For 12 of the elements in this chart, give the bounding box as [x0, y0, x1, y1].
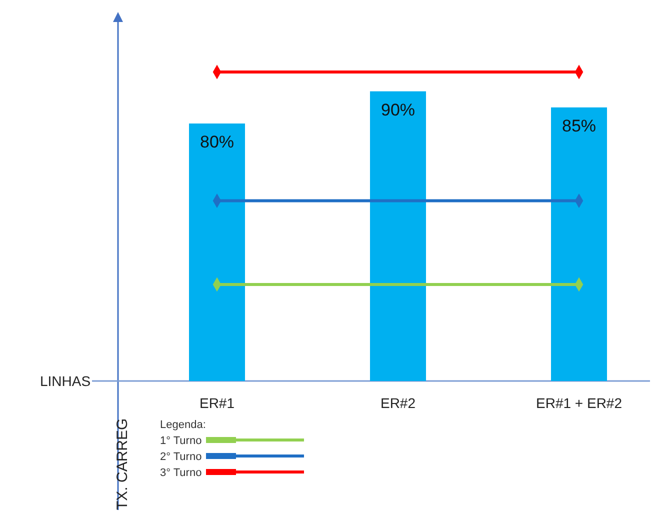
legend-label: 1° Turno: [160, 435, 202, 447]
legend-label: 2° Turno: [160, 451, 202, 463]
x-tick-label: ER#2: [380, 395, 416, 411]
data-label: 85%: [562, 116, 596, 136]
y-axis-title: TX. CARREG: [114, 418, 131, 510]
text: LINHAS: [40, 373, 91, 389]
data-label: 80%: [200, 132, 234, 152]
data-label: 90%: [380, 100, 416, 120]
x-tick-label: ER#1: [199, 395, 235, 411]
x-tick-label: ER#1 + ER#2: [536, 395, 622, 411]
legend-title: Legenda:: [160, 419, 206, 431]
legend-label: 3° Turno: [160, 467, 202, 479]
